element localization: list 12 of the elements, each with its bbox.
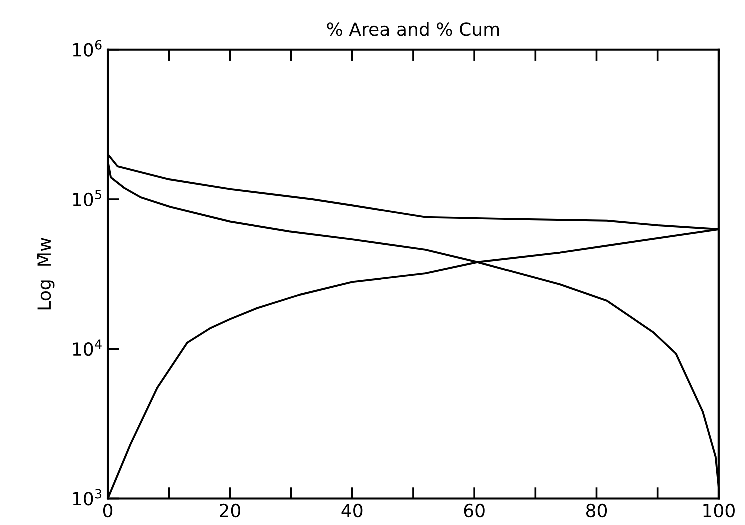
- y-axis-title: Log M̄w: [38, 238, 55, 310]
- x-tick-label: 40: [342, 504, 363, 518]
- chart-title: % Area and % Cum: [327, 22, 500, 36]
- x-tick-label: 0: [103, 504, 113, 518]
- y-tick-label: 10$^{4}$: [73, 340, 102, 356]
- y-tick-label: 10$^{3}$: [73, 489, 102, 506]
- y-tick-label: 10$^{6}$: [73, 40, 102, 57]
- y-tick-label: 10$^{5}$: [73, 190, 102, 206]
- x-tick-label: 20: [220, 504, 240, 518]
- x-tick-label: 60: [464, 504, 485, 518]
- x-tick-label: 100: [704, 504, 735, 518]
- x-tick-label: 80: [586, 504, 608, 518]
